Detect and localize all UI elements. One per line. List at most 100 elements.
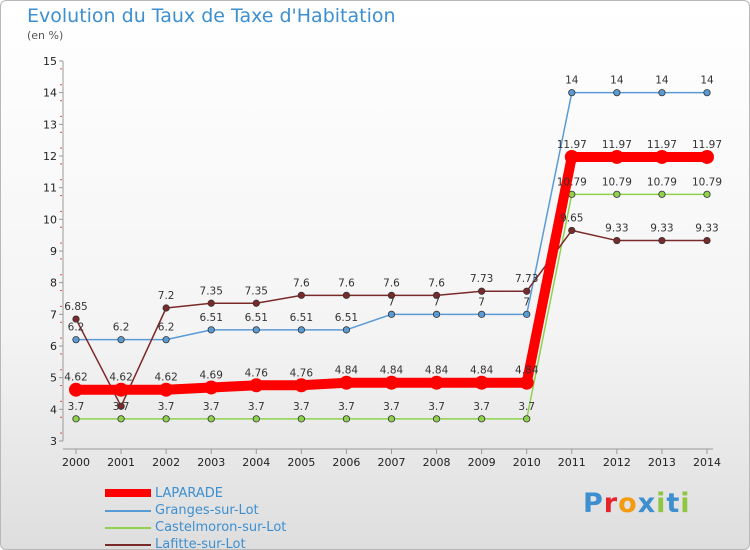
- data-label: 3.7: [203, 401, 220, 413]
- data-label: 11.97: [557, 139, 587, 151]
- data-point: [117, 402, 125, 410]
- x-tick-label: 2006: [332, 456, 360, 469]
- data-label: 3.7: [428, 401, 445, 413]
- data-label: 14: [610, 75, 624, 87]
- data-label: 7.6: [293, 277, 310, 289]
- y-tick-label: 12: [43, 150, 57, 163]
- y-tick-label: 7: [50, 308, 57, 321]
- data-label: 4.84: [470, 365, 494, 377]
- x-tick-label: 2001: [107, 456, 135, 469]
- x-tick-label: 2013: [648, 456, 676, 469]
- x-tick-label: 2003: [197, 456, 225, 469]
- x-tick-label: 2009: [468, 456, 496, 469]
- data-point: [523, 310, 531, 318]
- data-point: [387, 415, 396, 423]
- data-point: [613, 190, 621, 198]
- data-label: 6.51: [245, 312, 268, 324]
- data-point: [162, 336, 170, 344]
- data-label: 7.35: [200, 285, 223, 297]
- data-label: 3.7: [248, 401, 265, 413]
- data-label: 4.62: [64, 372, 87, 384]
- data-point: [252, 415, 260, 423]
- legend-label: Lafitte-sur-Lot: [155, 537, 246, 550]
- legend-swatch-granges: [105, 510, 151, 512]
- data-point: [429, 375, 444, 390]
- data-point: [658, 89, 666, 97]
- data-point: [519, 375, 534, 390]
- data-label: 10.79: [557, 176, 587, 188]
- data-point: [252, 299, 260, 307]
- x-tick-label: 2012: [603, 456, 631, 469]
- data-label: 11.97: [647, 139, 677, 151]
- data-label: 6.51: [290, 312, 313, 324]
- data-label: 9.33: [695, 223, 718, 235]
- data-point: [72, 415, 80, 423]
- data-point: [474, 375, 489, 390]
- y-tick-label: 8: [50, 277, 57, 290]
- data-point: [297, 415, 305, 423]
- data-point: [568, 89, 576, 97]
- data-point: [342, 415, 351, 423]
- y-tick-label: 5: [50, 372, 57, 385]
- data-label: 4.84: [425, 365, 449, 377]
- data-point: [613, 236, 621, 245]
- data-label: 6.85: [64, 301, 87, 313]
- data-point: [72, 336, 80, 344]
- data-label: 11.97: [602, 139, 632, 151]
- data-label: 7.6: [338, 277, 355, 289]
- data-label: 7.2: [158, 290, 175, 302]
- data-label: 3.7: [158, 401, 175, 413]
- logo-letter: t: [666, 488, 681, 519]
- series-line: [71, 151, 712, 395]
- chart-title: Evolution du Taux de Taxe d'Habitation: [27, 5, 396, 27]
- x-tick-label: 2011: [558, 456, 586, 469]
- data-point: [387, 310, 396, 318]
- data-point: [568, 226, 576, 235]
- chart-subtitle: (en %): [27, 29, 64, 42]
- data-point: [432, 310, 441, 318]
- data-point: [342, 326, 351, 334]
- data-label: 7: [388, 296, 395, 308]
- data-label: 4.84: [380, 365, 404, 377]
- logo-letter: i: [680, 488, 691, 519]
- legend-label: LAPARADE: [155, 486, 223, 501]
- data-label: 7: [433, 296, 440, 308]
- x-tick-label: 2000: [62, 456, 90, 469]
- data-point: [342, 291, 351, 299]
- data-point: [387, 291, 396, 299]
- y-tick-label: 3: [50, 435, 57, 448]
- proxiti-logo: Proxiti: [583, 488, 691, 519]
- y-tick-label: 14: [43, 87, 57, 100]
- data-label: 4.84: [515, 365, 539, 377]
- data-label: 9.33: [650, 223, 673, 235]
- data-point: [339, 375, 354, 390]
- data-label: 14: [700, 75, 714, 87]
- data-point: [69, 382, 83, 397]
- data-label: 3.7: [383, 401, 400, 413]
- data-label: 4.84: [335, 365, 359, 377]
- data-point: [478, 415, 486, 423]
- data-label: 6.2: [158, 322, 175, 334]
- data-point: [294, 378, 309, 393]
- data-point: [297, 291, 305, 299]
- data-point: [117, 336, 125, 344]
- legend-swatch-lafitte: [105, 544, 151, 546]
- data-label: 4.76: [290, 367, 314, 379]
- data-label: 4.69: [200, 369, 223, 381]
- data-point: [703, 236, 711, 245]
- data-label: 3.7: [473, 401, 490, 413]
- data-label: 7.6: [383, 277, 400, 289]
- data-point: [114, 382, 129, 397]
- data-point: [432, 291, 441, 299]
- y-tick-label: 9: [50, 245, 57, 258]
- data-point: [249, 378, 264, 393]
- data-label: 3.7: [338, 401, 355, 413]
- data-point: [432, 415, 441, 423]
- data-point: [117, 415, 125, 423]
- data-label: 10.79: [647, 176, 677, 188]
- data-label: 6.51: [335, 312, 358, 324]
- data-label: 14: [565, 75, 579, 87]
- data-label: 7: [523, 296, 530, 308]
- data-point: [613, 89, 621, 97]
- data-label: 6.2: [113, 322, 130, 334]
